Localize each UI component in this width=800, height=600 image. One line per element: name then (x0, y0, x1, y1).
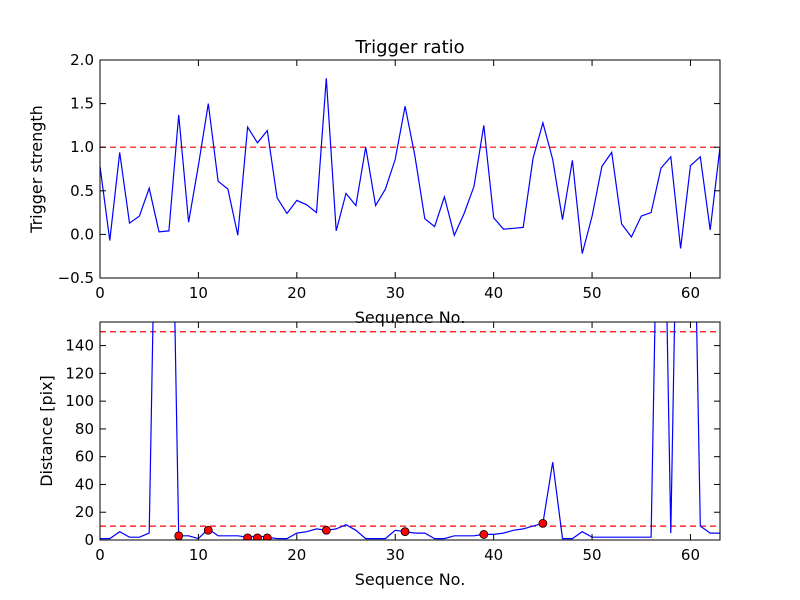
y-tick-label: 0.0 (70, 225, 94, 243)
x-tick-label: 30 (386, 284, 405, 302)
y-axis-label: Distance [pix] (37, 375, 56, 487)
chart-title: Trigger ratio (354, 37, 464, 58)
x-axis-ticks: 0 10 20 30 40 50 60 (95, 60, 700, 302)
distance-series-line (100, 322, 720, 540)
x-axis-label: Sequence No. (355, 570, 466, 589)
x-tick-label: 60 (681, 284, 700, 302)
trigger-marker (203, 525, 213, 535)
y-tick-label: 120 (65, 364, 94, 382)
y-tick-label: 80 (75, 420, 94, 438)
x-tick-label: 20 (287, 284, 306, 302)
y-tick-label: 1.5 (70, 95, 94, 113)
y-tick-label: 140 (65, 337, 94, 355)
x-tick-label: 10 (189, 546, 208, 564)
trigger-marker (538, 518, 548, 528)
y-tick-label: 0 (84, 531, 94, 549)
plot-frame (99, 321, 721, 541)
y-tick-label: 40 (75, 475, 94, 493)
x-axis-ticks: 0 10 20 30 40 50 60 (95, 322, 700, 564)
trigger-marker (174, 531, 184, 540)
x-tick-label: 60 (681, 546, 700, 564)
x-tick-label: 10 (189, 284, 208, 302)
y-tick-label: 1.0 (70, 138, 94, 156)
y-axis-ticks: −0.5 0.0 0.5 1.0 1.5 2.0 (58, 51, 720, 287)
y-axis-label: Trigger strength (27, 105, 46, 234)
x-tick-label: 30 (386, 546, 405, 564)
trigger-marker (321, 525, 331, 535)
x-tick-label: 0 (95, 284, 105, 302)
trigger-marker (262, 533, 272, 540)
trigger-marker (400, 527, 410, 537)
x-tick-label: 50 (583, 546, 602, 564)
trigger-marker (253, 533, 262, 540)
trigger-marker (479, 530, 489, 539)
x-axis-label: Sequence No. (355, 308, 466, 327)
x-tick-label: 20 (287, 546, 306, 564)
y-tick-label: 2.0 (70, 51, 94, 69)
x-tick-label: 0 (95, 546, 105, 564)
x-tick-label: 40 (484, 284, 503, 302)
distance-panel: 0 10 20 30 40 50 60 0 20 40 60 80 100 120 140 Sequenc… (37, 321, 721, 589)
y-tick-label: −0.5 (58, 269, 94, 287)
plot-frame (99, 59, 721, 279)
y-axis-ticks: 0 20 40 60 80 100 120 140 (65, 337, 720, 549)
trigger-markers (174, 518, 548, 540)
trigger-marker (243, 533, 253, 540)
y-tick-label: 20 (75, 503, 94, 521)
trigger-strength-series-line (100, 78, 720, 254)
y-tick-label: 60 (75, 448, 94, 466)
trigger-ratio-panel: Trigger ratio 0 10 20 30 40 50 60 −0.5 0.0 0.5 1.… (27, 37, 721, 327)
y-tick-label: 100 (65, 392, 94, 410)
x-tick-label: 50 (583, 284, 602, 302)
y-tick-label: 0.5 (70, 182, 94, 200)
x-tick-label: 40 (484, 546, 503, 564)
